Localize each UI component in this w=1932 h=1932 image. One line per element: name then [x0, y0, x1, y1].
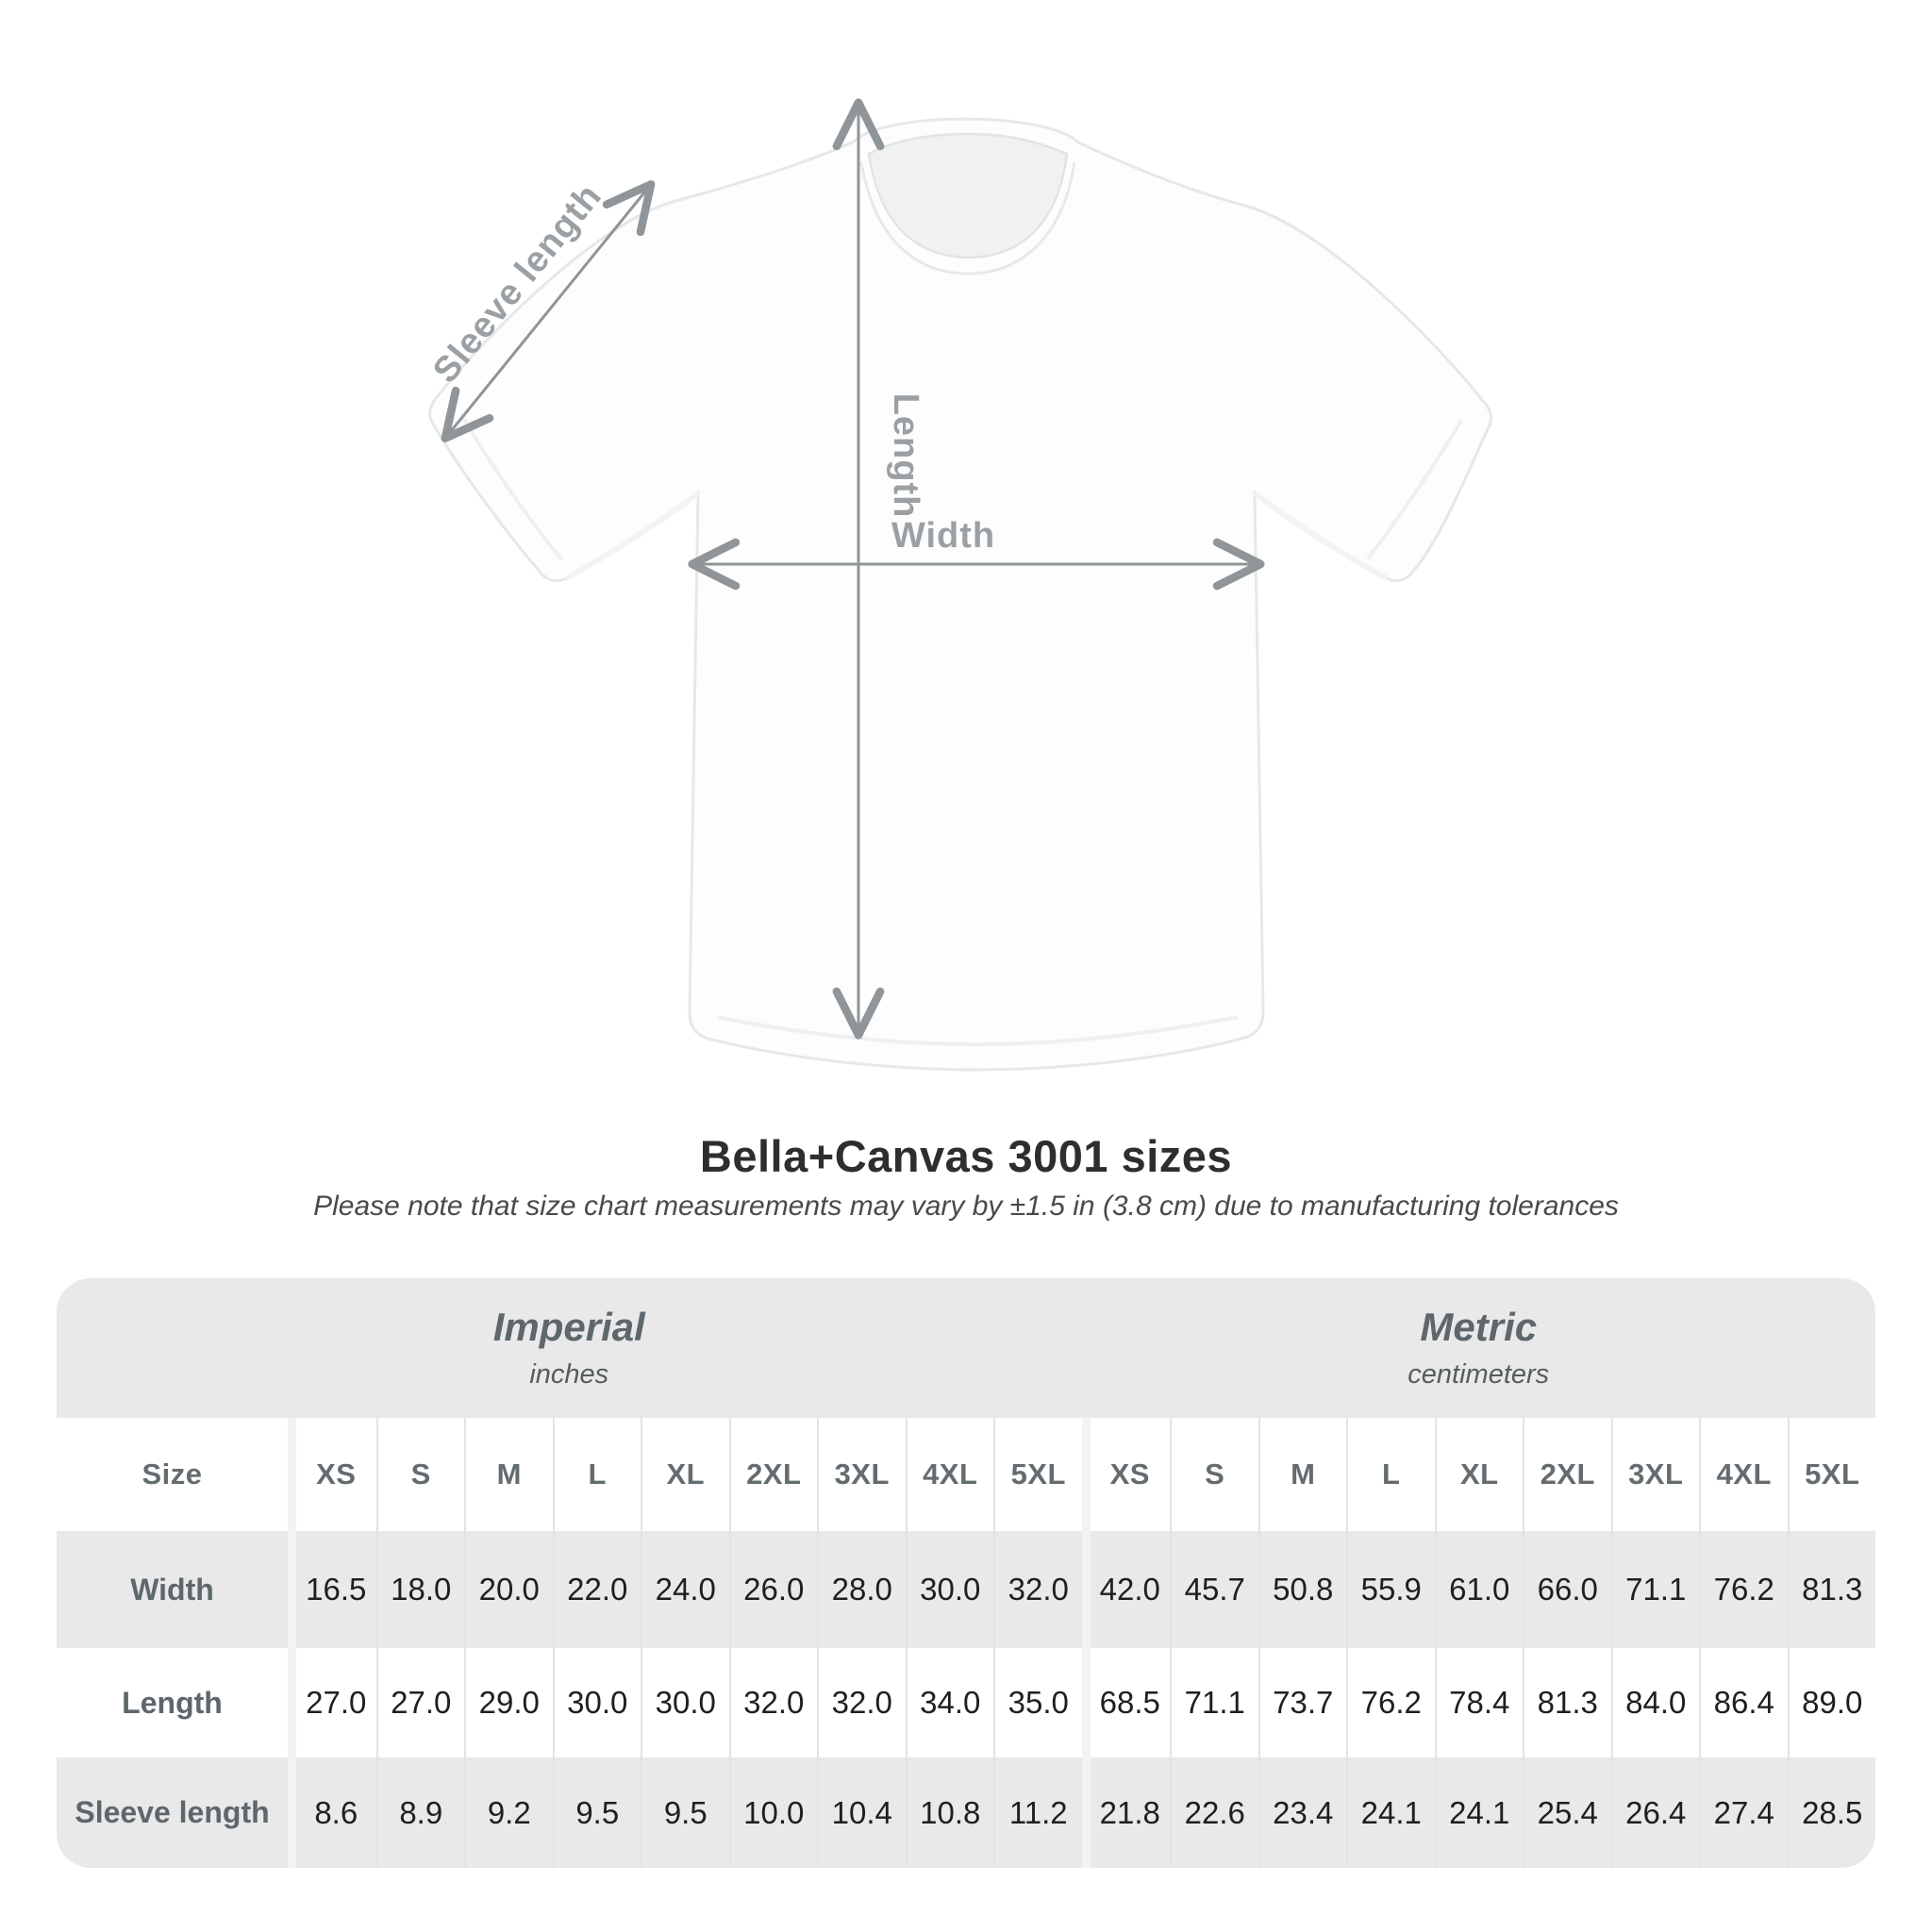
size-header-imperial-xl: XL: [641, 1418, 729, 1531]
metric-group-unit: centimeters: [1407, 1359, 1550, 1390]
value-cell-imperial: 28.0: [817, 1531, 906, 1648]
size-header-imperial-xs: XS: [288, 1418, 376, 1531]
value-cell-imperial: 22.0: [552, 1531, 641, 1648]
row-label-sleeve-length: Sleeve length: [57, 1757, 288, 1868]
value-cell-metric: 21.8: [1081, 1757, 1170, 1868]
size-header-metric-m: M: [1257, 1418, 1347, 1531]
page-subtitle: Please note that size chart measurements…: [313, 1191, 1619, 1222]
value-cell-metric: 45.7: [1170, 1531, 1258, 1648]
value-cell-metric: 61.0: [1434, 1531, 1523, 1648]
tshirt-illustration: [428, 117, 1492, 1072]
size-header-imperial-4xl: 4XL: [905, 1418, 994, 1531]
value-cell-metric: 55.9: [1346, 1531, 1435, 1648]
size-header-metric-s: S: [1170, 1418, 1258, 1531]
size-header-metric-xl: XL: [1434, 1418, 1524, 1531]
value-cell-metric: 22.6: [1170, 1757, 1258, 1868]
value-cell-imperial: 16.5: [288, 1531, 376, 1648]
sleeve-length-arrow: [441, 180, 656, 442]
value-cell-imperial: 10.4: [817, 1757, 906, 1868]
length-label: Length: [886, 393, 925, 519]
value-cell-metric: 24.1: [1346, 1757, 1435, 1868]
value-cell-metric: 81.3: [1787, 1531, 1875, 1648]
size-header-imperial-m: M: [464, 1418, 553, 1531]
page-title: Bella+Canvas 3001 sizes: [699, 1131, 1233, 1181]
value-cell-imperial: 34.0: [905, 1648, 994, 1757]
value-cell-imperial: 10.8: [905, 1757, 993, 1868]
value-cell-imperial: 20.0: [464, 1531, 553, 1648]
value-cell-metric: 50.8: [1257, 1531, 1346, 1648]
value-cell-imperial: 30.0: [905, 1531, 993, 1648]
metric-group-label: Metric: [1420, 1305, 1538, 1349]
value-cell-metric: 81.3: [1523, 1648, 1611, 1757]
value-cell-imperial: 26.0: [728, 1531, 817, 1648]
size-table: Imperial inches Metric centimeters Size X…: [57, 1278, 1875, 1868]
row-label-width: Width: [57, 1531, 288, 1648]
value-cell-imperial: 32.0: [993, 1531, 1082, 1648]
value-cell-metric: 66.0: [1523, 1531, 1611, 1648]
value-cell-imperial: 18.0: [375, 1531, 464, 1648]
value-cell-imperial: 30.0: [641, 1648, 729, 1757]
size-column-header: Size: [142, 1457, 203, 1491]
value-cell-metric: 23.4: [1257, 1757, 1346, 1868]
value-cell-metric: 71.1: [1170, 1648, 1258, 1757]
value-cell-metric: 78.4: [1434, 1648, 1524, 1757]
size-header-metric-2xl: 2XL: [1523, 1418, 1611, 1531]
value-cell-imperial: 9.2: [464, 1757, 553, 1868]
value-cell-imperial: 24.0: [641, 1531, 729, 1648]
size-header-imperial-3xl: 3XL: [817, 1418, 906, 1531]
value-cell-metric: 86.4: [1699, 1648, 1788, 1757]
size-header-imperial-2xl: 2XL: [728, 1418, 818, 1531]
size-header-imperial-l: L: [552, 1418, 641, 1531]
value-cell-imperial: 11.2: [993, 1757, 1082, 1868]
value-cell-imperial: 30.0: [552, 1648, 641, 1757]
value-cell-metric: 73.7: [1257, 1648, 1347, 1757]
value-cell-metric: 89.0: [1787, 1648, 1876, 1757]
value-cell-metric: 28.5: [1787, 1757, 1875, 1868]
size-header-metric-3xl: 3XL: [1610, 1418, 1700, 1531]
value-cell-metric: 25.4: [1523, 1757, 1611, 1868]
value-cell-metric: 42.0: [1081, 1531, 1170, 1648]
width-annotation: Width: [688, 516, 1265, 591]
value-cell-metric: 76.2: [1346, 1648, 1435, 1757]
value-cell-metric: 84.0: [1610, 1648, 1700, 1757]
imperial-group-label: Imperial: [492, 1305, 645, 1349]
value-cell-metric: 68.5: [1081, 1648, 1171, 1757]
value-cell-imperial: 27.0: [375, 1648, 465, 1757]
value-cell-metric: 27.4: [1699, 1757, 1788, 1868]
unit-group-imperial: Imperial inches: [57, 1278, 1082, 1418]
value-cell-imperial: 8.6: [288, 1757, 376, 1868]
value-cell-imperial: 27.0: [288, 1648, 376, 1757]
value-cell-imperial: 9.5: [641, 1757, 729, 1868]
size-header-imperial-s: S: [375, 1418, 465, 1531]
value-cell-imperial: 32.0: [728, 1648, 818, 1757]
value-cell-imperial: 10.0: [728, 1757, 817, 1868]
value-cell-metric: 26.4: [1610, 1757, 1699, 1868]
size-header-metric-5xl: 5XL: [1787, 1418, 1876, 1531]
row-label-length: Length: [122, 1685, 223, 1720]
size-header-metric-4xl: 4XL: [1699, 1418, 1788, 1531]
imperial-group-unit: inches: [529, 1359, 609, 1390]
value-cell-metric: 71.1: [1610, 1531, 1699, 1648]
value-cell-imperial: 9.5: [552, 1757, 641, 1868]
size-header-metric-xs: XS: [1081, 1418, 1171, 1531]
value-cell-imperial: 29.0: [464, 1648, 553, 1757]
value-cell-imperial: 32.0: [817, 1648, 906, 1757]
width-label: Width: [891, 516, 995, 556]
size-header-metric-l: L: [1346, 1418, 1435, 1531]
tshirt-size-diagram: Sleeve length Length Width: [425, 98, 1492, 1072]
value-cell-imperial: 35.0: [993, 1648, 1082, 1757]
unit-group-metric: Metric centimeters: [1081, 1278, 1875, 1418]
value-cell-metric: 24.1: [1434, 1757, 1523, 1868]
size-header-imperial-5xl: 5XL: [993, 1418, 1082, 1531]
value-cell-metric: 76.2: [1699, 1531, 1788, 1648]
value-cell-imperial: 8.9: [375, 1757, 464, 1868]
